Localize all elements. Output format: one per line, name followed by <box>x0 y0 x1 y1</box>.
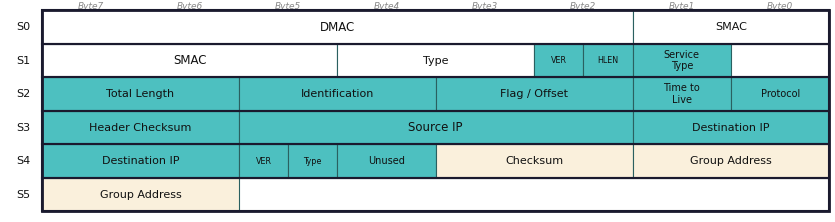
Bar <box>337 44 534 77</box>
Text: Service
Type: Service Type <box>664 50 700 71</box>
Text: Unused: Unused <box>368 156 405 166</box>
Text: DMAC: DMAC <box>320 21 355 34</box>
Bar <box>42 111 239 144</box>
Bar <box>731 77 829 111</box>
Text: Byte6: Byte6 <box>176 2 203 11</box>
Text: VER: VER <box>551 56 567 65</box>
Text: Destination IP: Destination IP <box>692 123 770 133</box>
Bar <box>633 44 731 77</box>
Text: S1: S1 <box>16 56 30 66</box>
Bar <box>633 111 829 144</box>
Bar <box>42 111 829 144</box>
Text: VER: VER <box>256 157 271 166</box>
Bar <box>534 44 584 77</box>
Text: S2: S2 <box>16 89 30 99</box>
Bar <box>239 144 288 178</box>
Bar <box>288 144 337 178</box>
Text: Type: Type <box>423 56 448 66</box>
Bar <box>42 10 633 44</box>
Bar <box>239 111 633 144</box>
Bar <box>633 10 829 44</box>
Text: Destination IP: Destination IP <box>102 156 180 166</box>
Text: Byte3: Byte3 <box>472 2 498 11</box>
Text: Byte1: Byte1 <box>669 2 695 11</box>
Bar <box>633 77 731 111</box>
Text: S4: S4 <box>16 156 30 166</box>
Bar <box>42 77 829 111</box>
Text: Byte5: Byte5 <box>275 2 301 11</box>
Bar <box>42 178 829 211</box>
Text: Time to
Live: Time to Live <box>663 83 700 105</box>
Text: Byte2: Byte2 <box>570 2 596 11</box>
Bar <box>337 144 436 178</box>
Bar <box>42 144 239 178</box>
Text: Total Length: Total Length <box>106 89 175 99</box>
Bar <box>584 44 633 77</box>
Bar <box>633 144 829 178</box>
Text: SMAC: SMAC <box>715 22 746 32</box>
Text: Identification: Identification <box>301 89 374 99</box>
Text: Checksum: Checksum <box>505 156 563 166</box>
Bar <box>42 44 337 77</box>
Text: SMAC: SMAC <box>173 54 206 67</box>
Text: S5: S5 <box>16 190 30 200</box>
Bar <box>436 144 633 178</box>
Text: Group Address: Group Address <box>690 156 772 166</box>
Bar <box>42 10 829 44</box>
Bar <box>42 144 829 178</box>
Text: Header Checksum: Header Checksum <box>89 123 192 133</box>
Bar <box>42 178 239 211</box>
Text: Flag / Offset: Flag / Offset <box>500 89 568 99</box>
Text: HLEN: HLEN <box>597 56 619 65</box>
Bar <box>42 44 829 77</box>
Bar <box>42 77 239 111</box>
Text: Protocol: Protocol <box>761 89 800 99</box>
Bar <box>239 77 436 111</box>
Text: Group Address: Group Address <box>99 190 181 200</box>
Text: S0: S0 <box>16 22 30 32</box>
Text: Byte7: Byte7 <box>78 2 104 11</box>
Text: Byte0: Byte0 <box>767 2 793 11</box>
Text: Byte4: Byte4 <box>373 2 400 11</box>
Text: Source IP: Source IP <box>408 121 463 134</box>
Text: S3: S3 <box>16 123 30 133</box>
Text: Type: Type <box>303 157 321 166</box>
Bar <box>436 77 633 111</box>
